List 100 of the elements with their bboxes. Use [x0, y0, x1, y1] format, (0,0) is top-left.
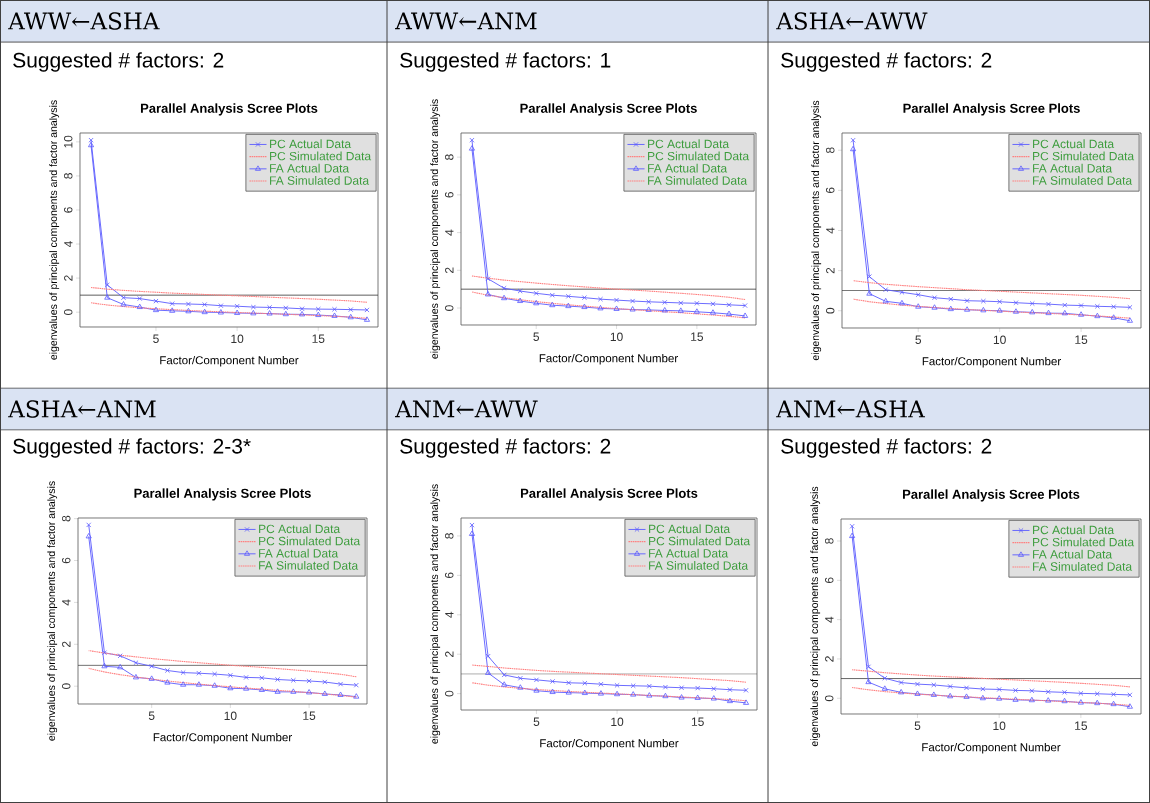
- y-tick-label: 0: [824, 695, 834, 702]
- y-axis-title: eigenvalues of principal components and factor analysis: [47, 481, 58, 741]
- y-tick-label: 2: [445, 267, 454, 274]
- text: AWW←ANM: [395, 12, 537, 30]
- legend-label: FA Actual Data: [259, 548, 339, 558]
- legend-label: PC Simulated Data: [259, 536, 361, 546]
- text: Suggested # factors: 2-3*: [13, 438, 251, 458]
- y-tick-label: 0: [63, 309, 73, 316]
- legend-label: FA Actual Data: [649, 548, 729, 558]
- legend-label: FA Actual Data: [648, 163, 728, 173]
- legend-label: PC Simulated Data: [648, 151, 750, 161]
- y-tick-label: 0: [825, 307, 835, 314]
- y-tick-label: 6: [63, 207, 73, 213]
- x-tick-label: 5: [148, 711, 155, 720]
- legend-label: FA Actual Data: [270, 163, 350, 173]
- text: Suggested # factors: 2: [781, 52, 992, 72]
- text: Suggested # factors: 2: [781, 438, 992, 458]
- y-tick-label: 4: [445, 611, 454, 618]
- x-tick-label: 15: [1075, 335, 1088, 344]
- y-tick-label: 2: [445, 651, 454, 657]
- x-tick-label: 10: [993, 335, 1006, 345]
- chart-title: Parallel Analysis Scree Plots: [902, 489, 1080, 502]
- legend-label: FA Simulated Data: [1033, 561, 1133, 571]
- legend-label: PC Actual Data: [648, 139, 730, 149]
- x-tick-label: 10: [611, 717, 624, 727]
- text: ASHA←AWW: [776, 12, 928, 30]
- legend-label: PC Actual Data: [1033, 139, 1115, 149]
- legend-label: PC Simulated Data: [270, 151, 372, 161]
- x-tick-label: 5: [914, 721, 921, 730]
- x-tick-label: 10: [224, 711, 237, 721]
- y-tick-label: 0: [444, 690, 454, 697]
- y-axis-title: eigenvalues of principal components and factor analysis: [430, 484, 441, 744]
- legend-label: FA Simulated Data: [259, 560, 359, 570]
- x-tick-label: 5: [533, 717, 540, 726]
- text: ANM←ASHA: [776, 400, 926, 418]
- x-tick-label: 10: [993, 721, 1006, 731]
- legend-label: FA Actual Data: [1033, 163, 1113, 173]
- legend-label: PC Simulated Data: [649, 536, 751, 546]
- y-tick-label: 8: [61, 515, 71, 522]
- chart-title: Parallel Analysis Scree Plots: [140, 103, 318, 116]
- x-tick-label: 5: [153, 334, 159, 343]
- y-tick-label: 6: [444, 192, 454, 198]
- legend-label: FA Simulated Data: [1033, 175, 1133, 185]
- y-tick-label: 8: [63, 173, 73, 179]
- text: ANM←AWW: [395, 400, 538, 418]
- x-tick-label: 10: [610, 332, 623, 342]
- text: ASHA←ANM: [8, 400, 156, 418]
- y-axis-title: eigenvalues of principal components and factor analysis: [811, 100, 822, 361]
- text: AWW←ASHA: [8, 12, 160, 30]
- y-tick-label: 2: [64, 275, 73, 281]
- x-tick-label: 15: [1075, 721, 1088, 730]
- y-tick-label: 4: [825, 616, 834, 623]
- text: Suggested # factors: 1: [400, 52, 611, 72]
- legend-label: PC Simulated Data: [1033, 151, 1135, 161]
- y-tick-label: 4: [62, 599, 71, 606]
- chart-title: Parallel Analysis Scree Plots: [520, 103, 697, 116]
- legend-label: FA Actual Data: [1033, 549, 1113, 559]
- y-tick-label: 4: [64, 241, 73, 248]
- x-tick-label: 5: [915, 335, 922, 344]
- x-axis-title: Factor/Component Number: [160, 355, 299, 367]
- x-tick-label: 15: [691, 332, 704, 341]
- y-tick-label: 0: [61, 683, 71, 690]
- chart-title: Parallel Analysis Scree Plots: [134, 488, 311, 501]
- y-tick-label: 2: [825, 656, 834, 662]
- legend-label: PC Actual Data: [270, 139, 352, 149]
- x-axis-title: Factor/Component Number: [540, 738, 679, 750]
- y-tick-label: 4: [445, 229, 454, 236]
- legend-label: PC Actual Data: [1033, 525, 1115, 535]
- y-tick-label: 6: [444, 572, 454, 579]
- chart-title: Parallel Analysis Scree Plots: [520, 488, 698, 501]
- legend-label: PC Simulated Data: [1033, 537, 1135, 547]
- x-axis-title: Factor/Component Number: [539, 353, 678, 365]
- y-axis-title: eigenvalues of principal components and factor analysis: [810, 486, 821, 747]
- x-axis-title: Factor/Component Number: [922, 742, 1061, 754]
- y-tick-label: 8: [824, 538, 834, 544]
- legend-label: FA Simulated Data: [270, 175, 370, 185]
- y-tick-label: 6: [825, 187, 835, 194]
- x-tick-label: 10: [231, 334, 244, 344]
- x-tick-label: 5: [533, 332, 540, 341]
- x-axis-title: Factor/Component Number: [922, 356, 1061, 368]
- legend-label: PC Actual Data: [649, 524, 731, 534]
- y-tick-label: 8: [444, 154, 454, 160]
- legend-label: FA Simulated Data: [648, 175, 748, 185]
- x-axis-title: Factor/Component Number: [153, 732, 292, 744]
- y-tick-label: 2: [826, 267, 835, 274]
- y-tick-label: 6: [824, 577, 834, 584]
- y-tick-label: 6: [61, 557, 71, 564]
- x-tick-label: 15: [691, 717, 704, 726]
- y-tick-label: 10: [63, 135, 73, 148]
- y-tick-label: 8: [444, 533, 454, 539]
- y-tick-label: 4: [826, 227, 835, 234]
- text: Suggested # factors: 2: [400, 438, 611, 458]
- x-tick-label: 15: [312, 334, 325, 343]
- y-axis-title: eigenvalues of principal components and factor analysis: [430, 99, 441, 359]
- x-tick-label: 15: [303, 711, 316, 720]
- legend-label: FA Simulated Data: [649, 560, 749, 570]
- chart-title: Parallel Analysis Scree Plots: [903, 103, 1080, 116]
- y-tick-label: 8: [825, 147, 835, 154]
- y-tick-label: 2: [62, 641, 71, 648]
- legend-label: PC Actual Data: [259, 524, 341, 534]
